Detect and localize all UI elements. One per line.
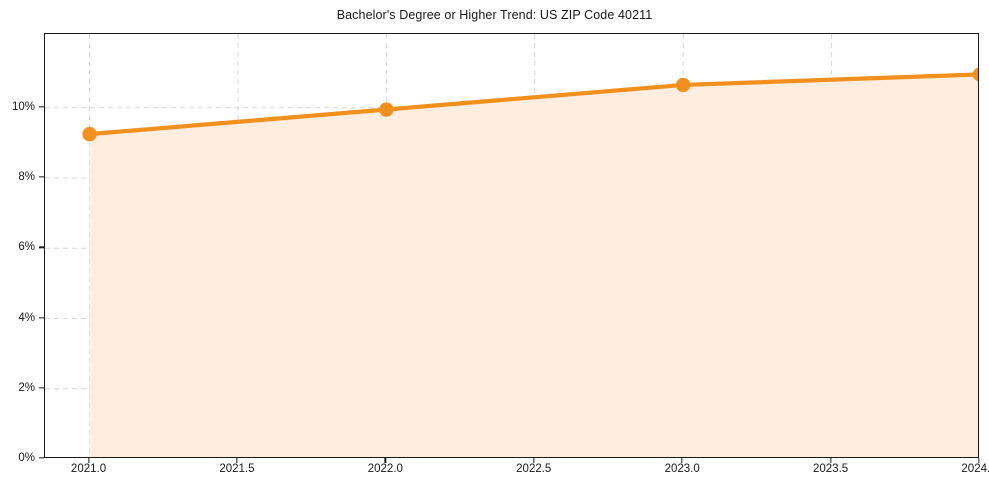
x-tick-mark [829,458,832,463]
x-tick-mark [236,458,238,463]
y-tick-label: 6% [18,241,35,254]
x-tick-label: 2022.0 [367,463,403,475]
x-tick-label: 2021.0 [70,463,107,475]
x-tick-label: 2024.0 [961,463,989,475]
x-tick-label: 2022.5 [516,463,552,475]
x-tick-mark [87,458,90,463]
x-tick-mark [978,458,980,463]
y-tick-label: 8% [18,171,35,183]
x-tick-label: 2023.0 [664,463,700,475]
y-tick-label: 10% [11,100,35,113]
x-tick-label: 2023.5 [812,463,849,475]
plot-area [44,33,979,458]
line-chart-svg [45,34,978,457]
chart-title: Bachelor's Degree or Higher Trend: US ZI… [336,8,653,22]
x-tick-label: 2021.5 [219,463,255,475]
y-tick-label: 0% [18,452,35,464]
y-tick-label: 4% [18,311,35,324]
x-tick-mark [681,458,683,463]
x-tick-mark [533,458,535,463]
y-tick-label: 2% [18,381,35,394]
x-tick-mark [384,458,386,463]
